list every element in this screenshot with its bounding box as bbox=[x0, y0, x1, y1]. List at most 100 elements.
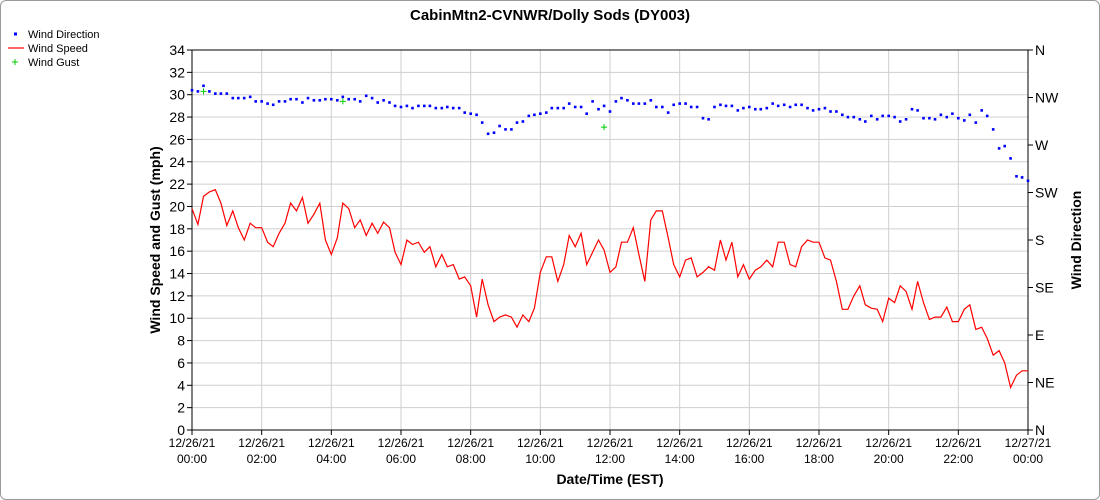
x-tick-time: 22:00 bbox=[943, 452, 973, 466]
wind-direction-point bbox=[602, 104, 606, 108]
wind-direction-point bbox=[405, 104, 409, 108]
wind-direction-point bbox=[893, 115, 896, 119]
wind-direction-point bbox=[748, 105, 751, 109]
legend-label: Wind Gust bbox=[28, 57, 79, 69]
x-tick-time: 16:00 bbox=[734, 452, 764, 466]
wind-direction-point bbox=[550, 106, 554, 110]
wind-direction-point bbox=[666, 111, 670, 114]
wind-direction-point bbox=[562, 106, 565, 110]
y-left-tick-label: 26 bbox=[169, 131, 185, 147]
legend-swatch bbox=[12, 59, 18, 65]
x-tick-date: 12/26/21 bbox=[935, 436, 982, 450]
wind-direction-point bbox=[829, 110, 832, 113]
wind-direction-point bbox=[1009, 157, 1012, 160]
x-tick-time: 12:00 bbox=[595, 452, 625, 466]
wind-direction-point bbox=[260, 100, 263, 103]
wind-direction-point bbox=[428, 104, 432, 108]
wind-direction-point bbox=[295, 97, 298, 101]
y-left-tick-label: 8 bbox=[177, 333, 185, 349]
wind-direction-point bbox=[974, 121, 978, 124]
legend-swatch bbox=[14, 32, 17, 36]
wind-direction-point bbox=[632, 102, 635, 105]
wind-direction-point bbox=[202, 84, 205, 88]
wind-direction-point bbox=[254, 100, 257, 103]
wind-direction-point bbox=[684, 102, 687, 105]
wind-direction-point bbox=[567, 102, 571, 105]
wind-direction-point bbox=[440, 106, 444, 110]
wind-direction-point bbox=[928, 116, 931, 120]
y-axis-left-label: Wind Speed and Gust (mph) bbox=[147, 146, 163, 333]
x-tick-time: 14:00 bbox=[665, 452, 695, 466]
x-axis-label: Date/Time (EST) bbox=[556, 471, 663, 487]
y-right-tick-label: N bbox=[1035, 422, 1045, 438]
y-left-tick-label: 4 bbox=[177, 377, 185, 393]
wind-direction-point bbox=[759, 107, 763, 111]
wind-direction-point bbox=[324, 97, 327, 101]
wind-direction-point bbox=[463, 111, 466, 114]
x-tick-date: 12/26/21 bbox=[796, 436, 843, 450]
wind-direction-point bbox=[713, 105, 716, 109]
x-tick-time: 10:00 bbox=[525, 452, 555, 466]
y-right-tick-label: SW bbox=[1035, 185, 1058, 201]
wind-direction-point bbox=[963, 119, 966, 122]
x-tick-date: 12/26/21 bbox=[726, 436, 773, 450]
y-right-tick-label: NW bbox=[1035, 90, 1059, 106]
wind-direction-point bbox=[776, 104, 780, 108]
x-tick-date: 12/26/21 bbox=[587, 436, 634, 450]
wind-direction-point bbox=[637, 102, 641, 105]
wind-direction-point bbox=[695, 105, 699, 109]
wind-direction-point bbox=[237, 96, 240, 100]
wind-direction-point bbox=[225, 92, 229, 95]
wind-direction-point bbox=[835, 110, 838, 113]
y-right-tick-label: W bbox=[1035, 137, 1049, 153]
wind-direction-point bbox=[841, 113, 844, 117]
wind-direction-point bbox=[382, 99, 385, 102]
wind-direction-point bbox=[817, 107, 821, 111]
wind-direction-point bbox=[661, 105, 664, 109]
x-tick-date: 12/27/21 bbox=[1005, 436, 1052, 450]
y-left-tick-label: 34 bbox=[169, 42, 185, 58]
wind-direction-point bbox=[277, 100, 281, 103]
x-tick-date: 12/26/21 bbox=[308, 436, 355, 450]
wind-direction-point bbox=[504, 128, 507, 131]
wind-direction-point bbox=[219, 92, 223, 95]
wind-direction-point bbox=[689, 105, 693, 109]
series-layer bbox=[190, 84, 1030, 390]
wind-direction-point bbox=[991, 128, 995, 131]
wind-direction-point bbox=[208, 90, 211, 93]
wind-direction-point bbox=[585, 112, 588, 115]
wind-direction-point bbox=[492, 131, 496, 134]
wind-direction-point bbox=[242, 96, 246, 100]
wind-direction-point bbox=[898, 120, 902, 123]
wind-direction-point bbox=[330, 97, 333, 101]
x-tick-date: 12/26/21 bbox=[656, 436, 703, 450]
wind-direction-point bbox=[980, 109, 983, 112]
wind-direction-point bbox=[910, 107, 914, 111]
wind-direction-point bbox=[248, 95, 252, 99]
x-tick-time: 18:00 bbox=[804, 452, 834, 466]
wind-direction-point bbox=[457, 106, 461, 110]
wind-direction-point bbox=[1003, 144, 1006, 148]
wind-direction-point bbox=[985, 114, 989, 118]
wind-direction-point bbox=[800, 103, 803, 107]
wind-direction-point bbox=[306, 96, 310, 100]
wind-direction-point bbox=[1015, 175, 1018, 178]
wind-direction-point bbox=[794, 103, 797, 107]
wind-direction-point bbox=[870, 114, 873, 118]
y-left-tick-label: 10 bbox=[169, 310, 185, 326]
wind-direction-point bbox=[341, 95, 345, 99]
wind-direction-point bbox=[904, 118, 908, 121]
x-tick-time: 08:00 bbox=[456, 452, 486, 466]
wind-direction-point bbox=[852, 115, 856, 119]
wind-direction-point bbox=[417, 104, 420, 108]
wind-direction-point bbox=[480, 121, 484, 124]
wind-direction-point bbox=[997, 147, 1001, 150]
wind-direction-point bbox=[1020, 176, 1024, 179]
x-tick-date: 12/26/21 bbox=[238, 436, 285, 450]
y-left-tick-label: 18 bbox=[169, 221, 185, 237]
series-wind-gust bbox=[200, 88, 608, 131]
wind-direction-point bbox=[190, 88, 194, 92]
y-right-tick-label: E bbox=[1035, 327, 1044, 343]
